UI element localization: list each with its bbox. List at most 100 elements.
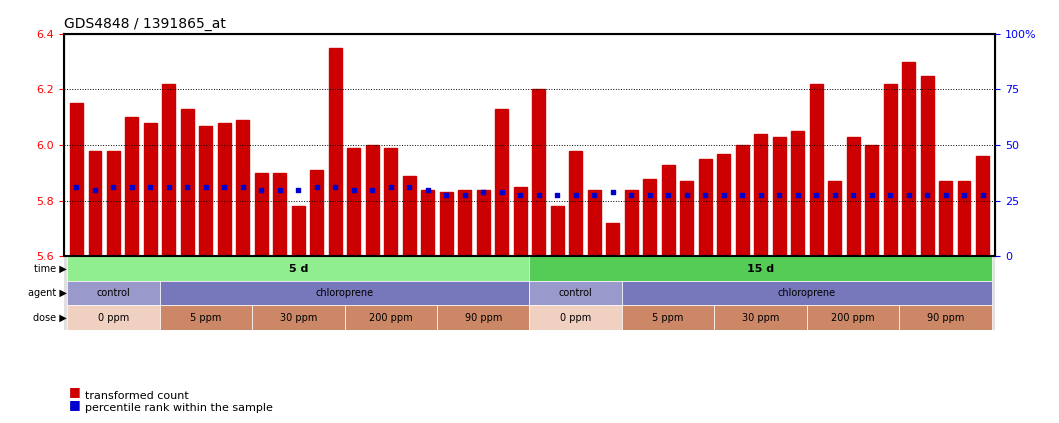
- Point: [105, 184, 122, 190]
- Point: [605, 189, 622, 196]
- Bar: [530, 305, 622, 330]
- Bar: [329, 48, 342, 256]
- Point: [660, 192, 677, 199]
- Bar: [865, 145, 878, 256]
- Text: chloroprene: chloroprene: [316, 288, 374, 298]
- Point: [845, 192, 862, 199]
- Bar: [899, 305, 992, 330]
- Point: [752, 192, 769, 199]
- Bar: [530, 281, 622, 305]
- Text: 200 ppm: 200 ppm: [831, 313, 875, 323]
- Text: 5 ppm: 5 ppm: [652, 313, 684, 323]
- Point: [327, 184, 344, 190]
- Bar: [365, 145, 379, 256]
- Point: [826, 192, 843, 199]
- Text: control: control: [96, 288, 130, 298]
- Text: 0 ppm: 0 ppm: [97, 313, 129, 323]
- Bar: [791, 131, 804, 256]
- Bar: [715, 305, 807, 330]
- Bar: [236, 120, 249, 256]
- Bar: [588, 190, 600, 256]
- Point: [789, 192, 806, 199]
- Bar: [67, 256, 530, 281]
- Point: [456, 192, 473, 199]
- Bar: [160, 281, 530, 305]
- Text: 200 ppm: 200 ppm: [369, 313, 413, 323]
- Bar: [252, 305, 344, 330]
- Bar: [310, 170, 323, 256]
- Point: [124, 184, 141, 190]
- Text: 90 ppm: 90 ppm: [927, 313, 965, 323]
- Text: 0 ppm: 0 ppm: [560, 313, 591, 323]
- Point: [474, 189, 491, 196]
- Bar: [530, 256, 992, 281]
- Text: GDS4848 / 1391865_at: GDS4848 / 1391865_at: [64, 17, 226, 31]
- Bar: [846, 137, 860, 256]
- Bar: [807, 305, 899, 330]
- Bar: [144, 123, 157, 256]
- Point: [734, 192, 751, 199]
- Point: [271, 186, 288, 193]
- Point: [142, 184, 159, 190]
- Bar: [810, 84, 823, 256]
- Point: [345, 186, 362, 193]
- Point: [918, 192, 935, 199]
- Point: [401, 184, 418, 190]
- Bar: [70, 103, 83, 256]
- Bar: [551, 206, 563, 256]
- Point: [511, 192, 528, 199]
- Bar: [181, 109, 194, 256]
- Text: dose ▶: dose ▶: [34, 313, 67, 323]
- Point: [881, 192, 898, 199]
- Point: [531, 192, 548, 199]
- Bar: [883, 84, 897, 256]
- Text: 90 ppm: 90 ppm: [465, 313, 502, 323]
- Bar: [622, 281, 992, 305]
- Point: [493, 189, 510, 196]
- Point: [68, 184, 85, 190]
- Bar: [625, 190, 638, 256]
- Bar: [773, 137, 786, 256]
- Bar: [384, 148, 397, 256]
- Point: [253, 186, 270, 193]
- Bar: [662, 165, 675, 256]
- Point: [568, 192, 585, 199]
- Point: [641, 192, 658, 199]
- Bar: [622, 305, 715, 330]
- Point: [549, 192, 566, 199]
- Bar: [344, 305, 437, 330]
- Point: [974, 192, 991, 199]
- Bar: [347, 148, 360, 256]
- Point: [623, 192, 640, 199]
- Bar: [67, 305, 160, 330]
- Point: [715, 192, 732, 199]
- Bar: [402, 176, 416, 256]
- Point: [161, 184, 178, 190]
- Bar: [255, 173, 268, 256]
- Bar: [736, 145, 749, 256]
- Text: 15 d: 15 d: [747, 264, 774, 274]
- Bar: [421, 190, 434, 256]
- Text: 30 ppm: 30 ppm: [280, 313, 317, 323]
- Bar: [754, 134, 767, 256]
- Bar: [459, 190, 471, 256]
- Bar: [218, 123, 231, 256]
- Bar: [107, 151, 120, 256]
- Bar: [920, 76, 934, 256]
- Bar: [273, 173, 286, 256]
- Text: 30 ppm: 30 ppm: [742, 313, 779, 323]
- Bar: [477, 190, 489, 256]
- Bar: [439, 192, 453, 256]
- Point: [586, 192, 603, 199]
- Text: chloroprene: chloroprene: [777, 288, 836, 298]
- Text: time ▶: time ▶: [35, 264, 67, 274]
- Point: [290, 186, 307, 193]
- Bar: [939, 181, 952, 256]
- Bar: [828, 181, 841, 256]
- Bar: [717, 154, 730, 256]
- Point: [808, 192, 825, 199]
- Bar: [902, 62, 915, 256]
- Bar: [957, 181, 970, 256]
- Point: [87, 186, 104, 193]
- Point: [678, 192, 695, 199]
